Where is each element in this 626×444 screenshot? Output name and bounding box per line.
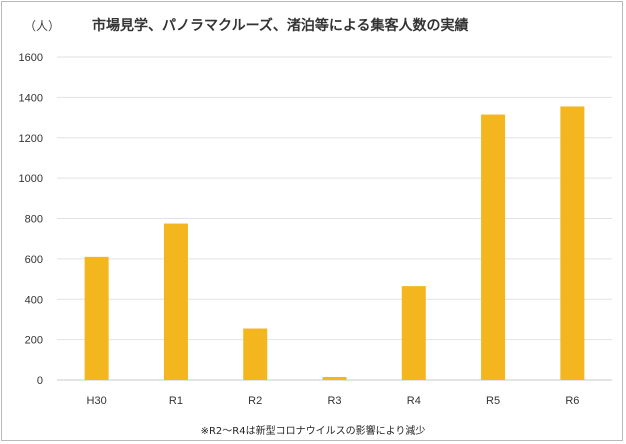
x-tick-label: R6	[565, 395, 579, 407]
x-tick-label: R3	[327, 395, 341, 407]
y-tick-label: 1000	[19, 173, 43, 185]
bar	[560, 106, 585, 380]
y-tick-label: 0	[37, 375, 43, 387]
x-tick-label: R5	[486, 395, 500, 407]
x-tick-label: H30	[87, 395, 107, 407]
bar	[481, 114, 506, 381]
bar	[401, 286, 426, 380]
x-tick-label: R2	[248, 395, 262, 407]
y-unit-label: （人）	[24, 19, 61, 33]
bar	[163, 223, 188, 380]
x-tick-label: R1	[169, 395, 183, 407]
y-tick-label: 400	[25, 294, 43, 306]
bar	[243, 328, 268, 380]
y-tick-label: 1400	[19, 92, 43, 104]
y-tick-label: 600	[25, 254, 43, 266]
y-tick-label: 1600	[19, 52, 43, 64]
bar	[322, 376, 347, 380]
x-tick-label: R4	[407, 395, 421, 407]
y-tick-label: 1200	[19, 133, 43, 145]
bar	[84, 256, 109, 380]
y-tick-label: 200	[25, 335, 43, 347]
chart-title: 市場見学、パノラマクルーズ、渚泊等による集客人数の実績	[92, 18, 469, 34]
chart-note: ※R2～R4は新型コロナウイルスの影響により減少	[200, 426, 426, 437]
y-tick-label: 800	[25, 214, 43, 226]
